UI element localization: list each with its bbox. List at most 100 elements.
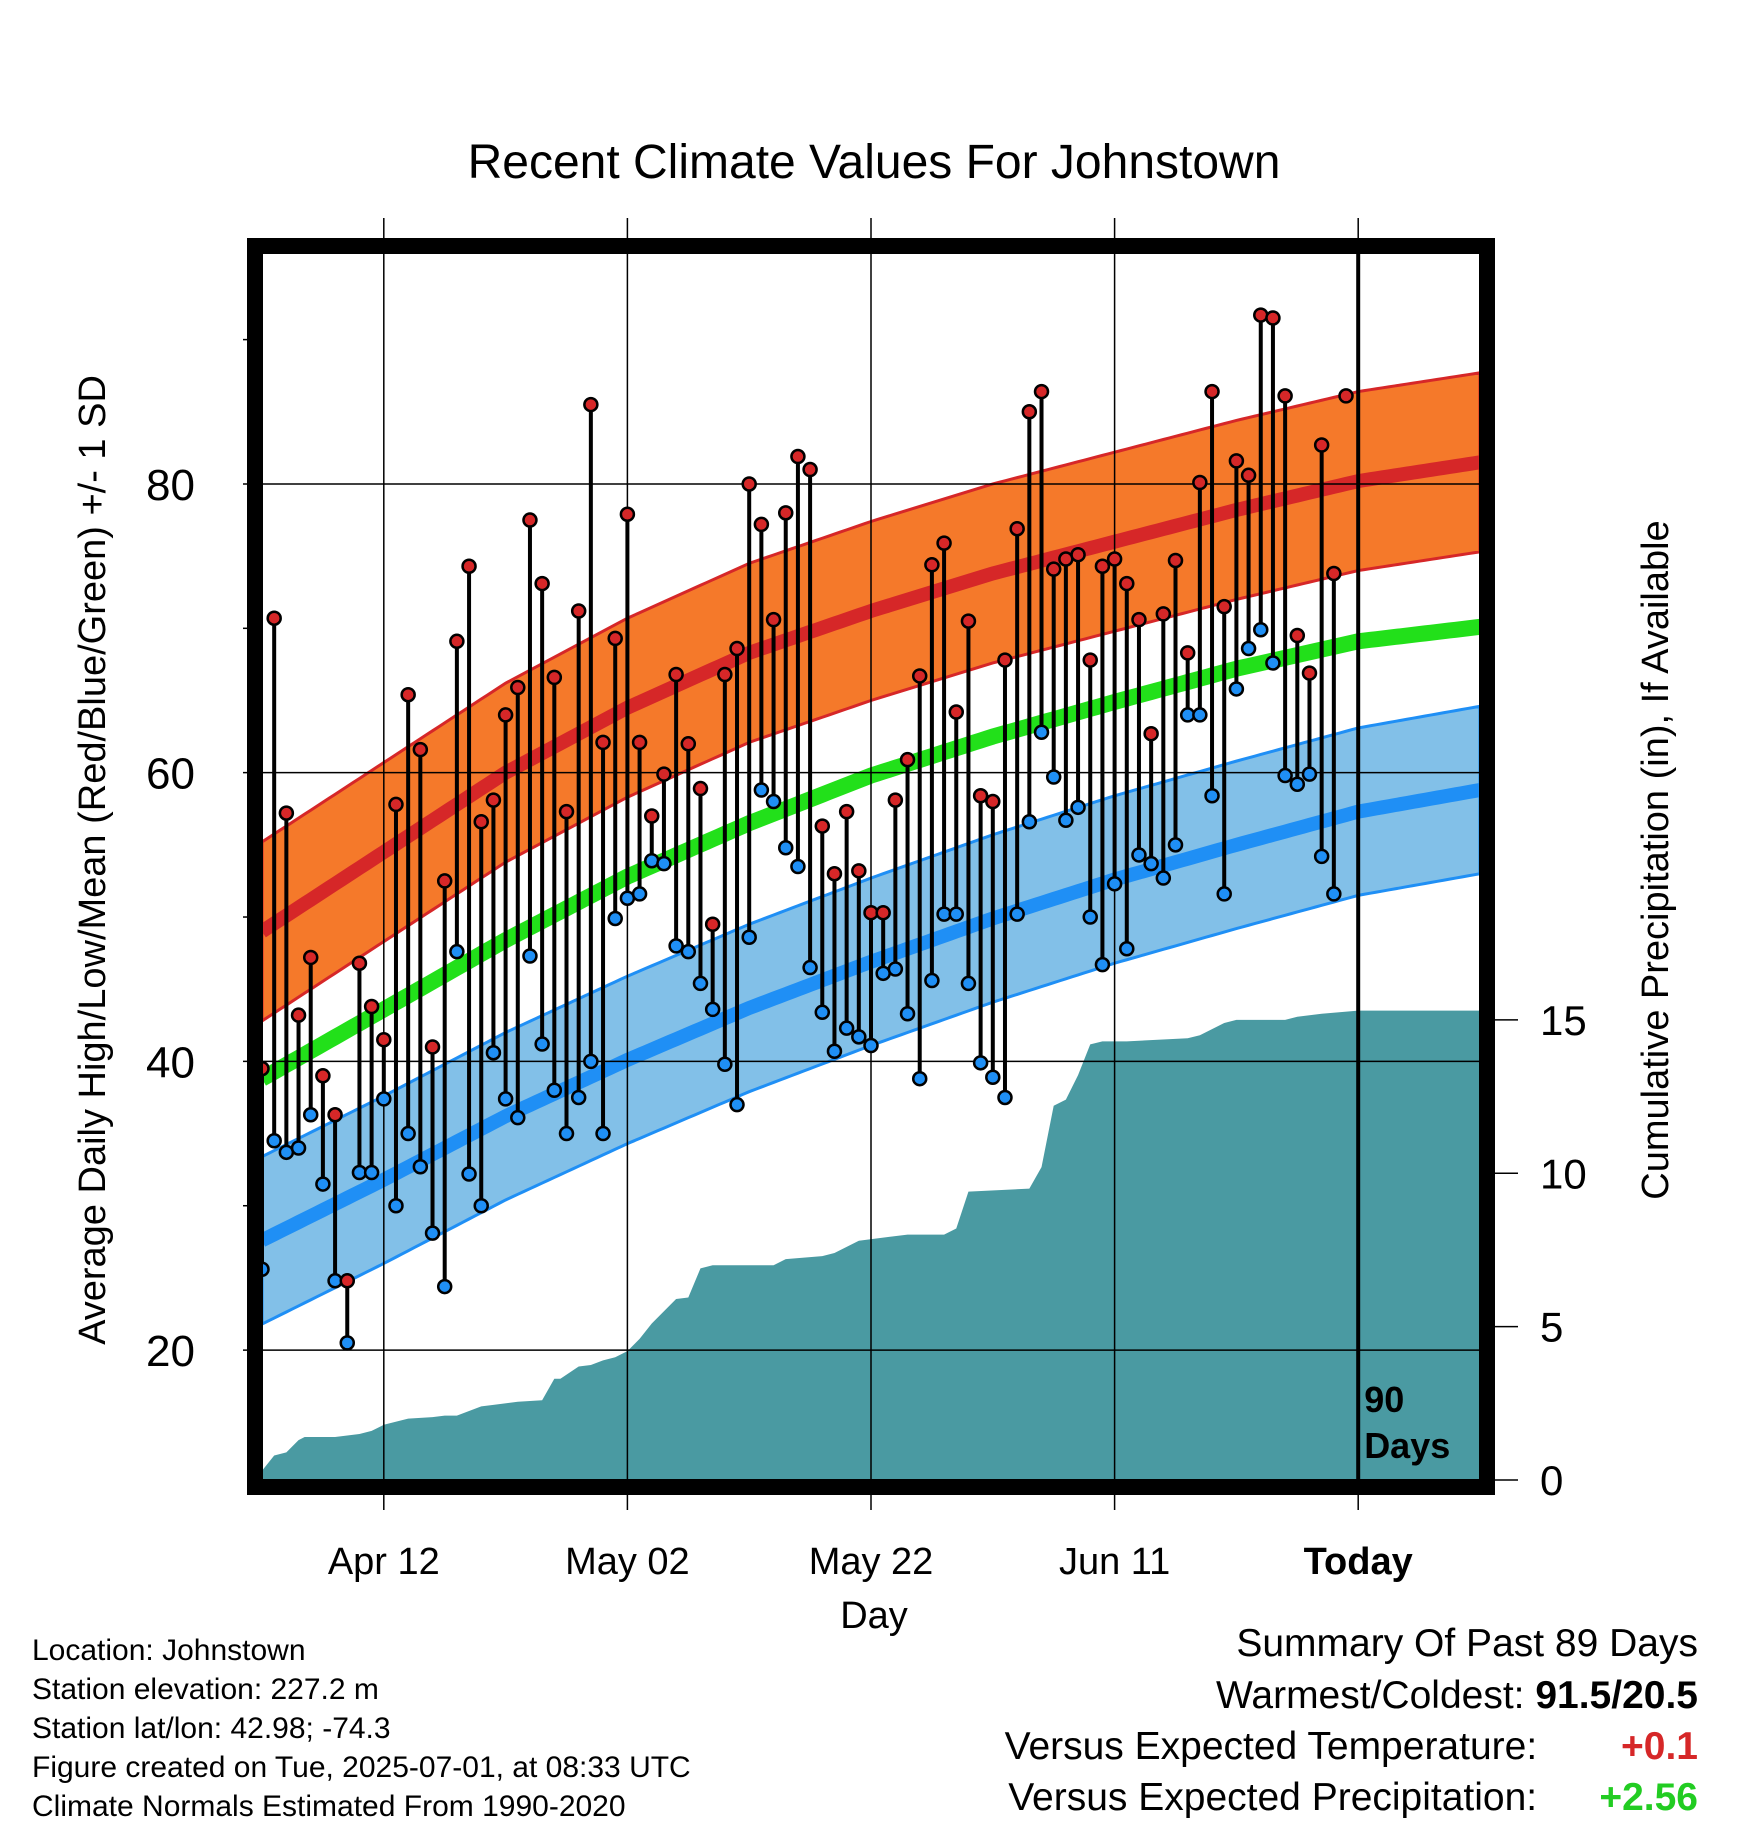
daily-low-point	[363, 1164, 380, 1181]
daily-low-point	[1155, 870, 1172, 886]
daily-low-point	[473, 1197, 489, 1214]
daily-low-point	[985, 1069, 1001, 1086]
daily-high-point	[960, 613, 977, 629]
y-axis-label-left: Average Daily High/Low/Mean (Red/Blue/Gr…	[72, 375, 114, 1345]
daily-low-point	[948, 906, 965, 922]
daily-low-point	[765, 793, 782, 810]
summary-warmest-coldest-label: Warmest/Coldest:	[1216, 1674, 1525, 1717]
daily-low-point	[704, 1001, 721, 1018]
daily-high-point	[777, 505, 794, 521]
daily-high-point	[997, 652, 1013, 668]
daily-high-point	[327, 1107, 343, 1123]
info-location: Location: Johnstown	[32, 1634, 306, 1667]
daily-high-point	[436, 873, 453, 889]
daily-low-point	[1265, 655, 1281, 671]
daily-high-point	[826, 865, 843, 882]
daily-high-point	[936, 535, 952, 551]
daily-high-point	[1021, 404, 1038, 420]
daily-low-point	[1216, 886, 1232, 902]
daily-high-point	[1155, 606, 1172, 622]
daily-low-point	[814, 1004, 831, 1021]
daily-low-point	[1277, 767, 1293, 784]
daily-high-point	[680, 736, 697, 752]
daily-low-point	[522, 948, 538, 964]
daily-low-point	[607, 910, 623, 927]
daily-low-point	[1106, 876, 1123, 892]
daily-high-point	[376, 1031, 392, 1048]
daily-low-point	[972, 1055, 989, 1071]
y-axis-label-right: Cumulative Precipitation (in), If Availa…	[1635, 520, 1677, 1199]
daily-high-point	[400, 686, 416, 703]
daily-high-point	[278, 805, 295, 821]
daily-high-point	[1228, 453, 1245, 469]
daily-high-point	[851, 863, 867, 879]
daily-low-point	[400, 1125, 416, 1142]
daily-low-point	[1228, 681, 1245, 697]
info-normals: Climate Normals Estimated From 1990-2020	[32, 1790, 626, 1823]
daily-high-point	[546, 669, 563, 686]
x-tick-label-today: Today	[1304, 1541, 1413, 1583]
daily-high-point	[753, 516, 770, 533]
daily-high-point	[656, 766, 672, 782]
daily-high-point	[741, 476, 757, 492]
daily-high-point	[339, 1273, 356, 1289]
info-latlon: Station lat/lon: 42.98; -74.3	[32, 1712, 391, 1745]
daily-high-point	[644, 808, 660, 824]
summary-temp-label: Versus Expected Temperature:	[1004, 1725, 1538, 1768]
daily-high-point	[1301, 665, 1318, 681]
daily-high-point	[1167, 552, 1184, 569]
daily-low-point	[717, 1056, 733, 1073]
daily-high-point	[595, 734, 611, 751]
daily-low-point	[1119, 941, 1135, 957]
daily-high-point	[497, 707, 514, 723]
daily-high-point	[302, 949, 319, 966]
daily-low-point	[790, 858, 806, 875]
y2-tick-label-10: 10	[1540, 1150, 1587, 1197]
x-tick-label-jun-11: Jun 11	[1059, 1541, 1170, 1583]
summary-precip-value: +2.56	[1599, 1776, 1698, 1819]
daily-low-point	[534, 1036, 550, 1052]
daily-high-point	[717, 666, 733, 683]
daily-low-point	[290, 1140, 307, 1156]
daily-high-point	[985, 793, 1001, 810]
daily-low-point	[1301, 766, 1318, 782]
daily-low-point	[262, 1261, 270, 1277]
daily-low-point	[741, 929, 757, 945]
daily-high-point	[911, 668, 928, 684]
daily-low-point	[911, 1070, 928, 1087]
daily-high-point	[510, 679, 526, 696]
daily-high-point	[1179, 645, 1196, 661]
daily-high-point	[887, 792, 904, 808]
daily-high-point	[388, 796, 404, 813]
daily-low-point	[570, 1089, 587, 1106]
daily-high-point	[412, 741, 429, 758]
daily-low-point	[1253, 622, 1269, 638]
daily-low-point	[1167, 837, 1184, 853]
daily-low-point	[1192, 707, 1208, 723]
daily-high-point	[948, 704, 965, 720]
daily-high-point	[1338, 388, 1354, 404]
daily-low-point	[1009, 906, 1025, 922]
daily-high-point	[1045, 561, 1062, 577]
daily-low-point	[583, 1053, 599, 1070]
daily-low-point	[668, 938, 684, 954]
daily-low-point	[497, 1091, 514, 1107]
y2-tick-label-15: 15	[1540, 997, 1587, 1044]
daily-high-point	[363, 998, 380, 1015]
daily-high-point	[765, 611, 782, 628]
today-days-number: 90	[1364, 1379, 1404, 1420]
daily-low-point	[1094, 956, 1111, 973]
daily-low-point	[595, 1125, 611, 1142]
daily-low-point	[997, 1089, 1013, 1106]
daily-high-point	[449, 633, 465, 650]
daily-high-point	[583, 396, 599, 413]
daily-high-point	[262, 1060, 270, 1077]
daily-high-point	[802, 461, 818, 478]
daily-low-point	[863, 1037, 879, 1054]
x-tick-label-apr-12: Apr 12	[328, 1541, 440, 1583]
daily-low-point	[1070, 799, 1086, 816]
daily-low-point	[1021, 814, 1038, 830]
daily-low-point	[826, 1043, 843, 1060]
daily-high-point	[266, 610, 282, 626]
daily-low-point	[485, 1044, 502, 1061]
